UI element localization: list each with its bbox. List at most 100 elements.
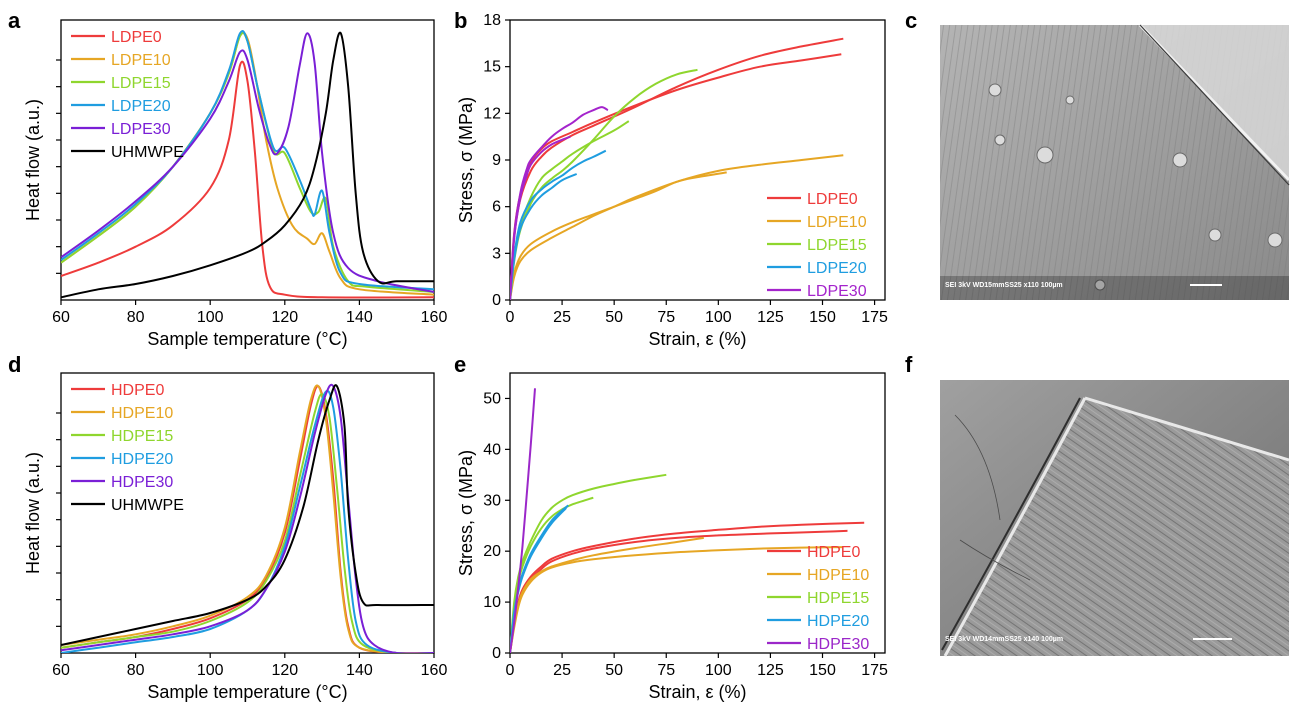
legend-label-hdpe0: HDPE0 [807,544,860,561]
legend-label-hdpe10: HDPE10 [111,405,173,422]
sem-image-ldpe-fracture: SEI 3kV WD15mmSS25 x110 100µm [940,23,1291,300]
series-lines [510,37,844,300]
y-axis-label: Stress, σ (MPa) [456,450,476,576]
y-tick-label: 10 [483,594,501,611]
dsc-chart-hdpe: 60 80 100 120 140 160 Sample temperature (°C) H… [23,372,448,702]
y-tick-label: 3 [492,245,501,262]
legend-label-uhmwpe: UHMWPE [111,144,184,161]
series-line-ldpe20 [510,173,578,300]
plot-frame [509,19,886,301]
y-tick-label: 18 [483,12,501,29]
series-line-hdpe0 [510,521,865,653]
x-tick-label: 25 [553,309,571,326]
series-line-ldpe10 [510,171,727,300]
y-tick-label: 12 [483,105,501,122]
series-lines [510,388,865,653]
x-tick-label: 0 [506,309,515,326]
series-line-ldpe30 [61,32,434,293]
x-tick-label: 160 [421,309,448,326]
y-tick-label: 20 [483,543,501,560]
y-tick-label: 0 [492,292,501,309]
x-tick-label: 50 [605,662,623,679]
series-line-hdpe30 [61,383,434,653]
series-line-hdpe30 [510,388,536,653]
x-axis-label: Sample temperature (°C) [147,682,347,702]
series-line-hdpe10 [61,384,434,653]
panel-label-d: d [8,352,21,377]
series-lines [61,383,434,653]
sem-caption-f: SEI 3kV WD14mmSS25 x140 100µm [945,636,1063,643]
legend-label-ldpe20: LDPE20 [111,98,171,115]
x-tick-label: 80 [127,662,145,679]
series-line-ldpe30 [510,106,609,300]
panel-label-e: e [454,352,466,377]
panel-label-b: b [454,8,467,33]
legend: LDPE0 LDPE10 LDPE15 LDPE20 LDPE30 [767,191,867,300]
series-line-hdpe20 [61,389,434,653]
x-tick-label: 140 [346,662,373,679]
legend: LDPE0 LDPE10 LDPE15 LDPE20 LDPE30 UHMWPE [71,29,184,161]
x-tick-label: 125 [757,309,784,326]
series-line-hdpe10 [510,536,704,653]
x-tick-label: 60 [52,662,70,679]
tensile-chart-ldpe: 0 25 50 75 100 125 150 175 0 3 6 9 12 15 18 Strain, ε (… [456,12,888,349]
y-tick-label: 15 [483,59,501,76]
series-line-hdpe20 [510,507,568,653]
x-tick-label: 120 [271,309,298,326]
plot-frame [60,19,435,301]
y-tick-label: 50 [483,390,501,407]
x-tick-label: 60 [52,309,70,326]
legend-label-hdpe0: HDPE0 [111,382,164,399]
x-tick-label: 80 [127,309,145,326]
y-tick-label: 6 [492,199,501,216]
legend-label-ldpe0: LDPE0 [111,29,162,46]
x-tick-label: 120 [271,662,298,679]
sem-image-hdpe-fracture: SEI 3kV WD14mmSS25 x140 100µm [940,380,1290,657]
series-line-hdpe15 [510,473,667,653]
dsc-chart-ldpe: 60 80 100 120 140 160 Sample temperature (°C) H… [23,19,448,349]
legend-label-ldpe15: LDPE15 [807,237,867,254]
x-tick-label: 160 [421,662,448,679]
y-tick-label: 30 [483,492,501,509]
legend-label-hdpe15: HDPE15 [807,590,869,607]
legend-label-ldpe10: LDPE10 [111,52,171,69]
legend-label-uhmwpe: UHMWPE [111,497,184,514]
plot-frame [509,372,886,654]
legend-label-ldpe20: LDPE20 [807,260,867,277]
legend-label-ldpe0: LDPE0 [807,191,858,208]
tensile-chart-hdpe: 0 25 50 75 100 125 150 175 0 10 20 30 40 50 Strain, ε … [456,372,888,702]
x-axis-label: Sample temperature (°C) [147,329,347,349]
x-tick-label: 75 [657,309,675,326]
y-tick-label: 9 [492,152,501,169]
legend-label-hdpe10: HDPE10 [807,567,869,584]
legend: HDPE0 HDPE10 HDPE15 HDPE20 HDPE30 [767,544,869,653]
legend-label-hdpe20: HDPE20 [807,613,869,630]
series-line-ldpe0 [510,37,844,300]
x-axis-label: Strain, ε (%) [648,329,746,349]
x-tick-label: 150 [809,309,836,326]
legend: HDPE0 HDPE10 HDPE15 HDPE20 HDPE30 UHMWPE [71,382,184,514]
x-tick-label: 150 [809,662,836,679]
series-line-ldpe0 [61,60,434,299]
series-line-hdpe15 [61,393,434,653]
legend-label-hdpe30: HDPE30 [807,636,869,653]
x-tick-label: 100 [705,309,732,326]
x-tick-label: 125 [757,662,784,679]
x-tick-label: 25 [553,662,571,679]
y-tick-label: 40 [483,441,501,458]
legend-label-ldpe30: LDPE30 [807,283,867,300]
series-line-uhmwpe [61,384,434,646]
x-axis-label: Strain, ε (%) [648,682,746,702]
legend-label-hdpe20: HDPE20 [111,451,173,468]
y-axis-label: Heat flow (a.u.) [23,99,43,221]
series-line-ldpe30 [510,135,571,300]
y-tick-label: 0 [492,645,501,662]
x-tick-label: 175 [861,662,888,679]
x-tick-label: 175 [861,309,888,326]
plot-frame [60,372,435,654]
series-line-uhmwpe [61,31,434,299]
sem-caption-c: SEI 3kV WD15mmSS25 x110 100µm [945,282,1063,289]
x-tick-label: 50 [605,309,623,326]
legend-label-ldpe15: LDPE15 [111,75,171,92]
